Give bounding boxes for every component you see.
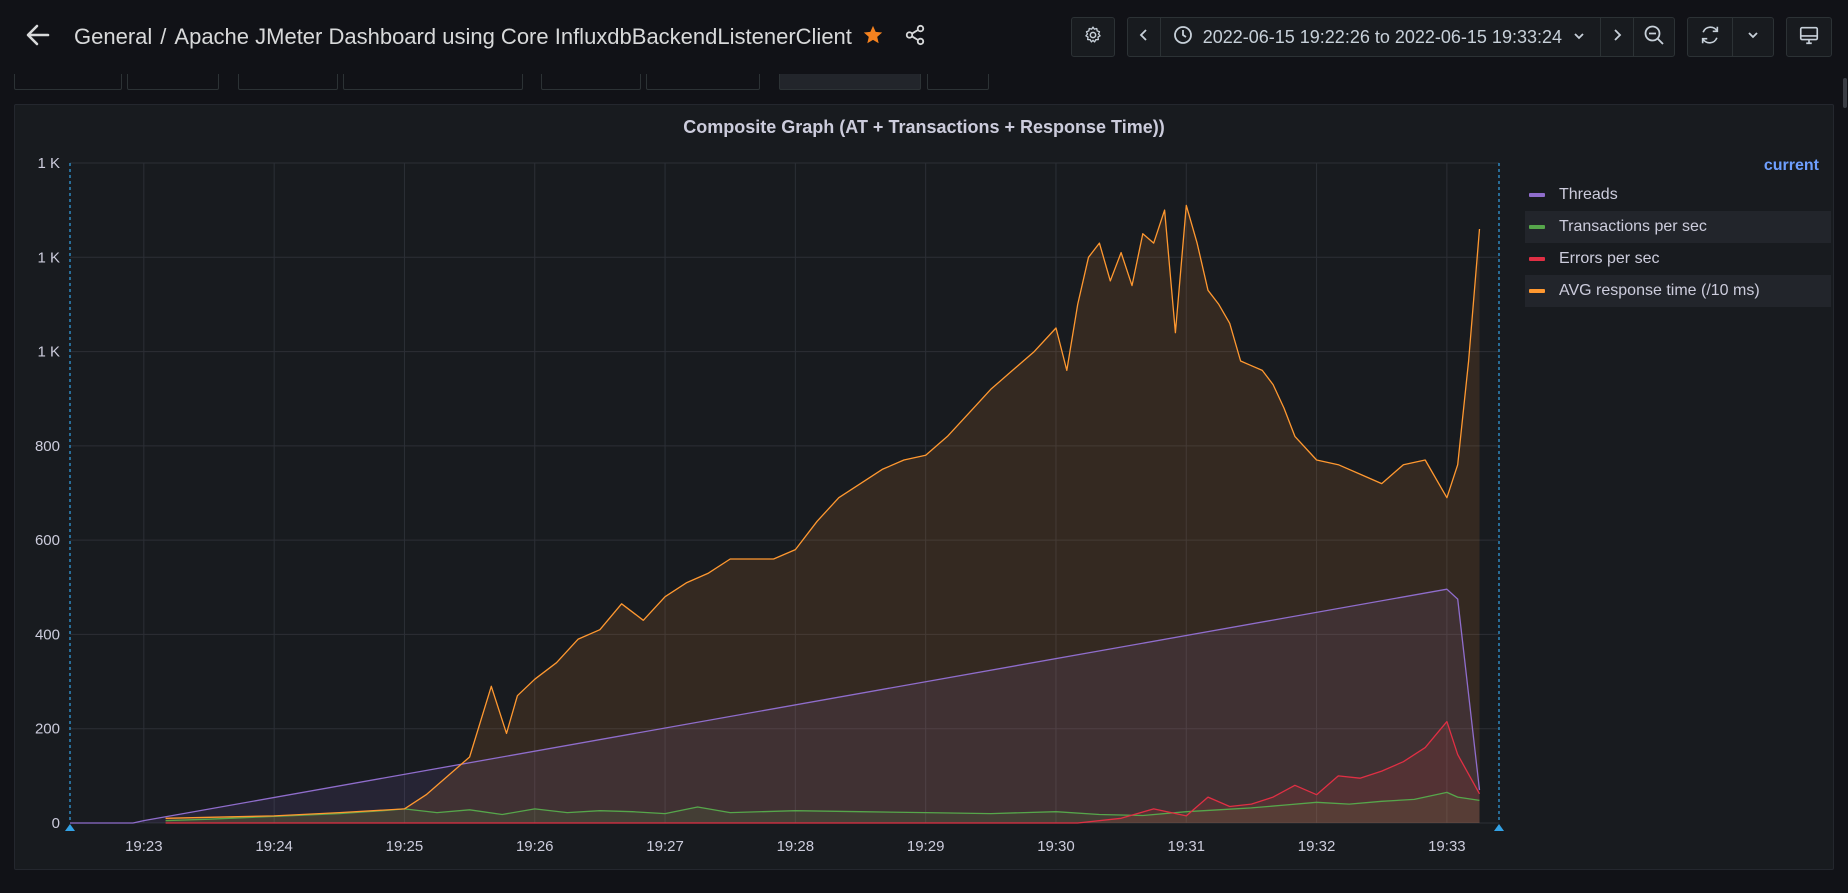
page-scrollbar[interactable] xyxy=(1843,78,1847,108)
x-tick-label: 19:28 xyxy=(777,838,815,855)
breadcrumb-separator: / xyxy=(160,24,167,49)
legend-color-swatch xyxy=(1529,289,1545,293)
time-range-label: 2022-06-15 19:22:26 to 2022-06-15 19:33:… xyxy=(1202,26,1562,47)
refresh-group xyxy=(1687,17,1774,57)
y-tick-label: 200 xyxy=(35,721,60,738)
star-button[interactable] xyxy=(862,24,884,51)
legend-color-swatch xyxy=(1529,257,1545,261)
range-end-triangle xyxy=(1494,824,1504,831)
legend-item-errors-per-sec[interactable]: Errors per sec xyxy=(1525,243,1831,275)
series-area-avg-response-time-10-ms xyxy=(165,205,1480,823)
breadcrumb: General / Apache JMeter Dashboard using … xyxy=(74,24,852,50)
variable-select[interactable] xyxy=(127,74,219,90)
chevron-down-icon xyxy=(1746,28,1760,47)
cycle-view-mode-button[interactable] xyxy=(1786,17,1832,57)
gear-icon xyxy=(1083,25,1103,50)
refresh-interval-dropdown[interactable] xyxy=(1732,17,1774,57)
dashboard-settings-button[interactable] xyxy=(1070,17,1115,57)
legend-label: Errors per sec xyxy=(1559,250,1660,267)
clock-icon xyxy=(1173,25,1193,50)
x-tick-label: 19:26 xyxy=(516,838,554,855)
variable-select[interactable] xyxy=(646,74,760,90)
range-start-triangle xyxy=(65,824,75,831)
series-line-threads xyxy=(70,588,1481,824)
time-range-picker[interactable]: 2022-06-15 19:22:26 to 2022-06-15 19:33:… xyxy=(1159,17,1601,57)
graph-panel: Composite Graph (AT + Transactions + Res… xyxy=(14,104,1834,870)
composite-graph-chart[interactable]: 0 200 400 600 800 1 K 1 K 1 K 19:23 19:24 19:25 19:… xyxy=(15,105,1515,871)
time-picker-group: 2022-06-15 19:22:26 to 2022-06-15 19:33:… xyxy=(1126,17,1675,57)
variable-label xyxy=(238,74,338,90)
dashboard-navbar: General / Apache JMeter Dashboard using … xyxy=(0,0,1848,74)
variable-label xyxy=(779,74,921,90)
arrow-left-icon xyxy=(25,22,51,53)
legend-current-header[interactable]: current xyxy=(1763,157,1819,174)
x-tick-label: 19:29 xyxy=(907,838,945,855)
legend-item-avg-response-time-10-ms[interactable]: AVG response time (/10 ms) xyxy=(1525,275,1831,307)
zoom-out-button[interactable] xyxy=(1633,17,1675,57)
chart-legend: current Threads Transactions per sec Error… xyxy=(1525,153,1831,307)
y-tick-label: 1 K xyxy=(37,249,60,266)
legend-color-swatch xyxy=(1529,225,1545,229)
dashboard-title[interactable]: Apache JMeter Dashboard using Core Influ… xyxy=(174,24,852,49)
y-tick-label: 400 xyxy=(35,626,60,643)
x-tick-label: 19:25 xyxy=(386,838,424,855)
series-line-errors-per-sec xyxy=(165,720,1481,824)
legend-label: Transactions per sec xyxy=(1559,218,1707,235)
variable-select[interactable] xyxy=(343,74,523,90)
variable-label xyxy=(541,74,641,90)
x-tick-label: 19:33 xyxy=(1428,838,1466,855)
legend-label: AVG response time (/10 ms) xyxy=(1559,282,1760,299)
monitor-icon xyxy=(1798,24,1820,51)
series-area-threads xyxy=(70,589,1480,823)
share-icon xyxy=(904,24,926,51)
y-tick-label: 0 xyxy=(52,815,60,832)
y-tick-label: 1 K xyxy=(37,344,60,361)
chevron-left-icon xyxy=(1137,28,1151,47)
legend-item-threads[interactable]: Threads xyxy=(1525,179,1831,211)
share-button[interactable] xyxy=(904,24,926,51)
time-shift-back-button[interactable] xyxy=(1126,17,1161,57)
x-tick-label: 19:30 xyxy=(1037,838,1075,855)
legend-item-transactions-per-sec[interactable]: Transactions per sec xyxy=(1525,211,1831,243)
panel-title[interactable]: Composite Graph (AT + Transactions + Res… xyxy=(683,117,1165,137)
x-tick-label: 19:32 xyxy=(1298,838,1336,855)
chevron-down-icon xyxy=(1572,27,1586,48)
x-tick-label: 19:23 xyxy=(125,838,163,855)
refresh-button[interactable] xyxy=(1687,17,1733,57)
star-icon xyxy=(862,24,884,51)
x-tick-label: 19:27 xyxy=(646,838,684,855)
zoom-out-icon xyxy=(1643,24,1665,51)
y-tick-label: 600 xyxy=(35,532,60,549)
refresh-icon xyxy=(1699,24,1721,51)
variable-label xyxy=(14,74,122,90)
series-area-errors-per-sec xyxy=(165,721,1480,823)
x-tick-label: 19:31 xyxy=(1167,838,1205,855)
back-button[interactable] xyxy=(18,17,58,57)
y-tick-label: 800 xyxy=(35,438,60,455)
legend-label: Threads xyxy=(1559,186,1618,203)
legend-color-swatch xyxy=(1529,193,1545,197)
chevron-right-icon xyxy=(1610,28,1624,47)
y-tick-label: 1 K xyxy=(37,155,60,172)
time-shift-forward-button[interactable] xyxy=(1600,17,1634,57)
series-line-avg-response-time-10-ms xyxy=(165,204,1481,819)
variable-toggle[interactable] xyxy=(927,74,989,90)
template-variables-row xyxy=(0,74,1848,90)
breadcrumb-folder-link[interactable]: General xyxy=(74,24,153,49)
x-tick-label: 19:24 xyxy=(255,838,293,855)
